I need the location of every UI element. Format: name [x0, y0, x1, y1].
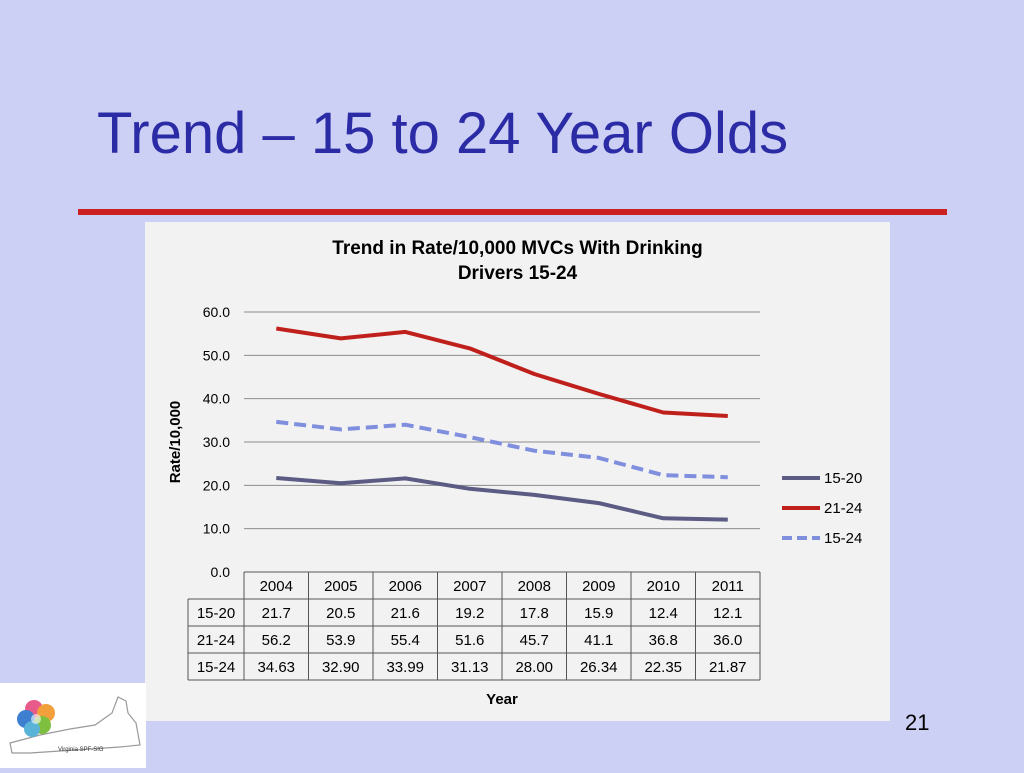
table-data-label: 41.1 [584, 632, 613, 649]
table-data-label: 15.9 [584, 605, 613, 622]
x-tick-label: 2007 [453, 578, 486, 595]
y-tick-label: 60.0 [203, 304, 230, 320]
y-axis-title: Rate/10,000 [167, 401, 184, 484]
table-data-label: 21.87 [709, 659, 747, 676]
table-data-label: 55.4 [391, 632, 420, 649]
legend-label: 15-20 [824, 470, 862, 487]
line-chart: 0.0 10.0 20.0 30.0 40.0 50.0 60.0 Rate/10,000 20… [167, 304, 862, 708]
y-tick-label: 40.0 [203, 391, 230, 407]
x-tick-label: 2010 [647, 578, 680, 595]
table-data-label: 51.6 [455, 632, 484, 649]
chart-title-line-2: Drivers 15-24 [457, 263, 578, 284]
y-tick-label: 0.0 [211, 564, 231, 580]
y-tick-label: 50.0 [203, 347, 230, 363]
y-tick-label: 10.0 [203, 521, 230, 537]
y-tick-label: 30.0 [203, 434, 230, 450]
table-data-label: 19.2 [455, 605, 484, 622]
title-rule [78, 209, 947, 215]
x-tick-label: 2008 [518, 578, 551, 595]
legend-label: 15-24 [824, 530, 862, 547]
table-data-label: 36.0 [713, 632, 742, 649]
table-data-label: 36.8 [649, 632, 678, 649]
slide-title: Trend – 15 to 24 Year Olds [97, 101, 789, 166]
series-line-15-24 [276, 419, 728, 480]
table-data-label: 20.5 [326, 605, 355, 622]
series-line-21-24 [275, 326, 728, 418]
table-data-label: 22.35 [644, 659, 682, 676]
logo-text: Virginia SPF-SIG [58, 747, 104, 753]
x-axis-title: Year [486, 691, 518, 708]
table-data-label: 31.13 [451, 659, 489, 676]
table-row-label: 15-20 [197, 605, 235, 622]
table-row-label: 21-24 [197, 632, 235, 649]
virginia-spf-sig-logo: Virginia SPF-SIG [0, 683, 146, 768]
table-data-label: 53.9 [326, 632, 355, 649]
table-data-label: 28.00 [515, 659, 553, 676]
legend-label: 21-24 [824, 500, 862, 517]
table-data-label: 12.1 [713, 605, 742, 622]
chart-title: Trend in Rate/10,000 MVCs With Drinking … [145, 236, 890, 286]
chart-title-line-1: Trend in Rate/10,000 MVCs With Drinking [332, 238, 703, 259]
table-data-label: 32.90 [322, 659, 360, 676]
x-tick-label: 2005 [324, 578, 357, 595]
x-tick-label: 2011 [712, 578, 744, 595]
table-data-label: 21.7 [262, 605, 291, 622]
table-data-label: 21.6 [391, 605, 420, 622]
x-tick-label: 2009 [582, 578, 615, 595]
table-data-label: 56.2 [262, 632, 291, 649]
y-tick-label: 20.0 [203, 477, 230, 493]
table-row-label: 15-24 [197, 659, 235, 676]
table-data-label: 26.34 [580, 659, 618, 676]
table-data-label: 33.99 [386, 659, 424, 676]
table-data-label: 12.4 [649, 605, 678, 622]
series-line-15-20 [276, 476, 728, 522]
table-data-label: 45.7 [520, 632, 549, 649]
chart-panel: Trend in Rate/10,000 MVCs With Drinking … [145, 222, 890, 721]
page-number: 21 [905, 710, 930, 735]
x-tick-label: 2004 [260, 578, 293, 595]
table-data-label: 34.63 [257, 659, 295, 676]
table-data-label: 17.8 [520, 605, 549, 622]
virginia-map-icon [9, 696, 141, 754]
x-tick-label: 2006 [389, 578, 422, 595]
